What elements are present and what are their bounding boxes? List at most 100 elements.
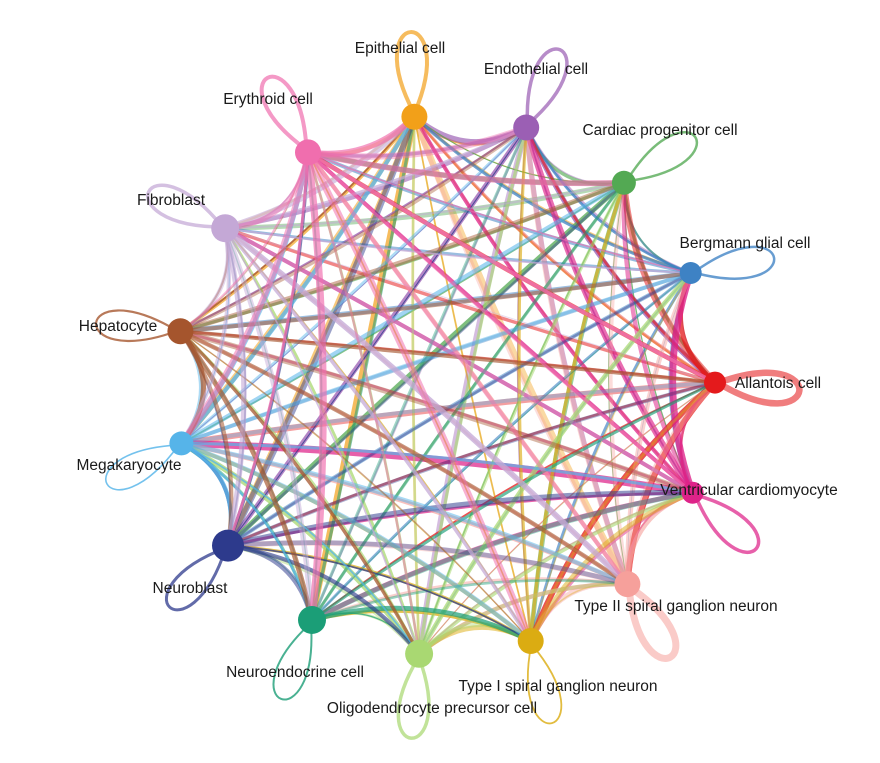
edge-fibroblast-to-ventricular-cardiomyocyte <box>223 226 695 495</box>
edge-ventricular-cardiomyocyte-to-endothelial-cell <box>523 124 696 496</box>
edge-type-i-spiral-ganglion-neuron-to-bergmann-glial-cell <box>530 272 692 642</box>
edge-neuroendocrine-cell-to-epithelial-cell <box>310 115 416 622</box>
edge-type-i-spiral-ganglion-neuron-to-cardiac-progenitor-cell <box>528 181 626 643</box>
edge-hepatocyte-to-epithelial-cell <box>179 115 416 333</box>
edge-hepatocyte-to-oligodendrocyte-precursor-cell <box>178 329 421 656</box>
node-label-ventricular-cardiomyocyte: Ventricular cardiomyocyte <box>660 482 837 499</box>
edges-layer <box>177 113 719 657</box>
self-loops-layer <box>94 30 803 740</box>
edge-bergmann-glial-cell-to-endothelial-cell <box>524 126 693 275</box>
node-label-type-i-spiral-ganglion-neuron: Type I spiral ganglion neuron <box>458 678 657 695</box>
edge-allantois-cell-to-megakaryocyte <box>178 379 719 447</box>
self-loop-neuroblast <box>165 546 228 612</box>
edge-neuroendocrine-cell-to-cardiac-progenitor-cell <box>310 181 626 622</box>
edge-erythroid-cell-to-neuroendocrine-cell <box>304 148 327 624</box>
edge-ventricular-cardiomyocyte-to-epithelial-cell <box>412 114 695 495</box>
edge-megakaryocyte-to-type-i-spiral-ganglion-neuron <box>179 441 533 644</box>
self-loop-ventricular-cardiomyocyte <box>693 492 761 554</box>
node-label-cardiac-progenitor-cell: Cardiac progenitor cell <box>582 122 737 139</box>
node-cardiac-progenitor-cell <box>611 170 636 195</box>
node-label-endothelial-cell: Endothelial cell <box>484 61 588 78</box>
node-label-fibroblast: Fibroblast <box>137 192 206 209</box>
edge-fibroblast-to-hepatocyte <box>178 226 230 334</box>
edge-erythroid-cell-to-oligodendrocyte-precursor-cell <box>306 151 421 656</box>
edge-erythroid-cell-to-megakaryocyte <box>178 149 312 447</box>
edge-neuroblast-to-cardiac-progenitor-cell <box>226 181 626 548</box>
nodes-layer <box>167 103 726 668</box>
edge-fibroblast-to-type-ii-spiral-ganglion-neuron <box>222 225 631 587</box>
edge-neuroblast-to-type-i-spiral-ganglion-neuron <box>227 544 532 642</box>
node-epithelial-cell <box>401 103 428 130</box>
labels-layer: Epithelial cell Endothelial cell Cardiac p… <box>76 40 837 717</box>
edge-fibroblast-to-cardiac-progenitor-cell <box>224 181 625 230</box>
self-loop-type-ii-spiral-ganglion-neuron <box>625 583 680 662</box>
edge-neuroendocrine-cell-to-allantois-cell <box>310 381 717 622</box>
edge-erythroid-cell-to-neuroblast <box>226 151 310 547</box>
self-loop-type-i-spiral-ganglion-neuron <box>526 643 563 725</box>
edge-cardiac-progenitor-cell-to-type-ii-spiral-ganglion-neuron <box>608 182 628 585</box>
edge-fibroblast-to-neuroblast <box>222 225 247 549</box>
node-endothelial-cell <box>513 114 540 141</box>
edge-fibroblast-to-neuroendocrine-cell <box>222 225 315 623</box>
node-bergmann-glial-cell <box>679 262 702 284</box>
edge-fibroblast-to-oligodendrocyte-precursor-cell <box>224 227 420 655</box>
node-label-neuroendocrine-cell: Neuroendocrine cell <box>226 664 364 681</box>
edge-erythroid-cell-to-fibroblast <box>222 149 311 231</box>
node-megakaryocyte <box>169 431 194 456</box>
node-erythroid-cell <box>295 139 321 166</box>
edge-oligodendrocyte-precursor-cell-to-cardiac-progenitor-cell <box>417 181 626 656</box>
edge-type-ii-spiral-ganglion-neuron-to-epithelial-cell <box>412 114 630 587</box>
edge-allantois-cell-to-fibroblast <box>223 226 717 385</box>
edge-allantois-cell-to-type-i-spiral-ganglion-neuron <box>527 379 718 644</box>
edge-hepatocyte-to-allantois-cell <box>178 329 718 385</box>
edge-erythroid-cell-to-ventricular-cardiomyocyte <box>306 150 695 495</box>
edge-allantois-cell-to-epithelial-cell <box>412 115 717 385</box>
edge-megakaryocyte-to-type-ii-spiral-ganglion-neuron <box>179 441 630 587</box>
edge-erythroid-cell-to-endothelial-cell <box>304 124 530 160</box>
node-ventricular-cardiomyocyte <box>681 481 704 504</box>
node-label-allantois-cell: Allantois cell <box>735 375 821 392</box>
edge-oligodendrocyte-precursor-cell-to-bergmann-glial-cell <box>416 270 694 657</box>
edge-erythroid-cell-to-type-i-spiral-ganglion-neuron <box>304 149 535 645</box>
edge-neuroblast-to-ventricular-cardiomyocyte <box>225 489 696 549</box>
self-loop-hepatocyte <box>94 309 179 342</box>
edge-megakaryocyte-to-endothelial-cell <box>179 125 528 446</box>
edge-bergmann-glial-cell-to-neuroblast <box>225 270 693 548</box>
edge-erythroid-cell-to-allantois-cell <box>306 150 717 385</box>
edge-erythroid-cell-to-cardiac-progenitor-cell <box>305 149 627 187</box>
self-loop-allantois-cell <box>714 369 803 407</box>
self-loop-fibroblast <box>146 183 225 229</box>
edge-type-ii-spiral-ganglion-neuron-to-neuroendocrine-cell <box>310 577 629 622</box>
edge-endothelial-cell-to-neuroendocrine-cell <box>310 126 528 622</box>
node-label-erythroid-cell: Erythroid cell <box>223 91 313 108</box>
node-oligodendrocyte-precursor-cell <box>405 639 434 668</box>
node-hepatocyte <box>167 318 194 345</box>
node-label-oligodendrocyte-precursor-cell: Oligodendrocyte precursor cell <box>327 700 537 717</box>
self-loop-neuroendocrine-cell <box>272 621 313 701</box>
edge-erythroid-cell-to-hepatocyte <box>179 151 309 333</box>
edge-bergmann-glial-cell-to-type-i-spiral-ganglion-neuron <box>529 271 693 643</box>
edge-type-i-spiral-ganglion-neuron-to-type-ii-spiral-ganglion-neuron <box>529 582 629 642</box>
edge-erythroid-cell-to-bergmann-glial-cell <box>307 151 692 274</box>
self-loop-erythroid-cell <box>259 74 309 152</box>
edge-neuroendocrine-cell-to-type-ii-spiral-ganglion-neuron <box>310 579 629 622</box>
node-allantois-cell <box>704 371 726 394</box>
edge-hepatocyte-to-neuroendocrine-cell <box>177 328 315 623</box>
edge-bergmann-glial-cell-to-epithelial-cell <box>412 115 693 275</box>
node-type-i-spiral-ganglion-neuron <box>517 628 544 654</box>
edge-neuroendocrine-cell-to-fibroblast <box>224 227 313 621</box>
edge-neuroblast-to-bergmann-glial-cell <box>226 271 692 547</box>
self-loop-epithelial-cell <box>394 30 429 116</box>
self-loop-endothelial-cell <box>525 47 569 127</box>
edge-allantois-cell-to-endothelial-cell <box>524 126 717 384</box>
node-type-ii-spiral-ganglion-neuron <box>614 571 641 598</box>
edge-fibroblast-to-allantois-cell <box>224 227 716 384</box>
node-label-megakaryocyte: Megakaryocyte <box>76 457 181 474</box>
edge-type-i-spiral-ganglion-neuron-to-allantois-cell <box>529 381 717 643</box>
edge-neuroblast-to-epithelial-cell <box>225 113 418 549</box>
self-loop-cardiac-progenitor-cell <box>625 130 699 183</box>
node-fibroblast <box>211 214 240 243</box>
edge-neuroendocrine-cell-to-ventricular-cardiomyocyte <box>309 490 696 623</box>
